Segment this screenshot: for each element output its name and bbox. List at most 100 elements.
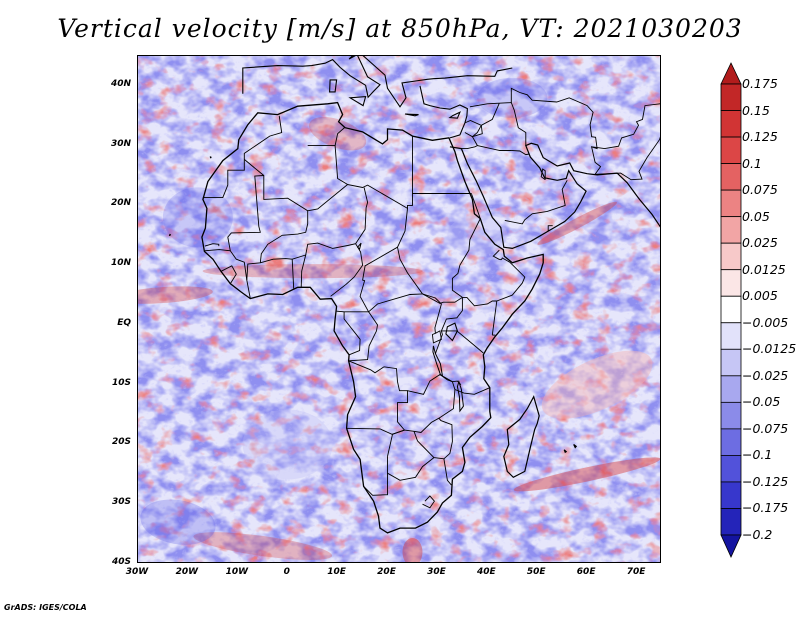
political-border	[454, 387, 490, 395]
colorbar-level-label: 0.005	[742, 288, 778, 304]
colorbar-swatch	[720, 295, 742, 324]
lat-tick-label: 40S	[111, 557, 131, 567]
political-border	[305, 187, 369, 256]
political-border	[330, 243, 364, 297]
island-sicily	[348, 95, 367, 107]
political-border	[243, 115, 283, 160]
political-border	[363, 456, 388, 496]
lat-tick-label: 20N	[110, 198, 131, 209]
political-border	[387, 457, 435, 481]
political-border	[291, 254, 307, 289]
colorbar-level-label: 0.075	[742, 182, 778, 198]
colorbar-level-label: 0.05	[742, 208, 770, 224]
colorbar-level-label: −0.005	[742, 314, 789, 330]
political-border	[359, 246, 423, 313]
colorbar-swatch	[720, 508, 742, 536]
island-reunion	[563, 449, 568, 454]
political-border	[443, 458, 452, 486]
political-border	[202, 159, 245, 199]
colorbar-swatch	[720, 401, 742, 430]
island-cape-verde	[168, 233, 172, 237]
political-border	[595, 136, 660, 181]
lat-tick-label: 30N	[110, 138, 131, 149]
political-border	[204, 249, 248, 281]
political-border	[439, 374, 462, 386]
colorbar-level-label: −0.2	[742, 527, 773, 542]
descent-band	[477, 77, 548, 118]
lon-tick-label: 10E	[327, 567, 346, 577]
colorbar-bottom-triangle	[720, 534, 742, 558]
political-border	[510, 87, 602, 175]
colorbar-level-label: −0.125	[742, 473, 789, 489]
ascent-band	[402, 538, 423, 562]
colorbar-swatch	[720, 163, 742, 191]
political-border	[496, 257, 526, 302]
colorbar-level-label: 0.1	[742, 155, 762, 171]
political-border	[334, 126, 346, 146]
political-border	[307, 145, 348, 185]
political-border	[221, 265, 237, 284]
colorbar	[720, 62, 742, 558]
lat-tick-label: 10S	[111, 377, 131, 388]
political-border	[422, 495, 435, 509]
colorbar-level-label: −0.075	[742, 420, 789, 436]
political-border	[477, 145, 511, 151]
lon-tick-label: 20W	[175, 567, 199, 577]
coastlines-borders	[168, 56, 660, 534]
vertical-velocity-map	[138, 56, 660, 562]
colorbar-level-label: −0.0125	[742, 341, 797, 357]
ascent-bands	[138, 77, 660, 562]
lon-tick-label: 0	[283, 567, 290, 577]
lon-tick-label: 50E	[526, 567, 546, 577]
descent-band	[162, 187, 233, 248]
political-border	[540, 168, 546, 181]
madagascar-coastline	[503, 395, 540, 479]
ascent-band	[537, 201, 617, 245]
colorbar-swatch	[720, 428, 742, 456]
colorbar-level-label: −0.175	[742, 500, 789, 516]
ascent-band	[541, 350, 653, 419]
velocity-field-fine	[138, 56, 660, 562]
colorbar-level-label: −0.05	[742, 394, 781, 410]
colorbar-level-label: −0.1	[742, 447, 773, 463]
lon-tick-label: 40E	[476, 567, 496, 577]
political-border	[481, 103, 500, 126]
lake-malawi	[456, 380, 464, 413]
political-border	[397, 208, 498, 336]
arabia-coastline	[449, 142, 660, 250]
political-border	[591, 102, 660, 150]
lon-tick-label: 60E	[576, 567, 596, 577]
lat-tick-label: 20S	[111, 437, 131, 448]
colorbar-swatch	[720, 110, 742, 138]
lon-tick-label: 30W	[125, 567, 149, 577]
colorbar-level-label: 0.175	[742, 76, 778, 91]
plot-title: Vertical velocity [m/s] at 850hPa, VT: 2…	[57, 14, 743, 43]
europe-coastline	[242, 56, 513, 108]
ascent-band	[193, 532, 333, 560]
island-cyprus	[448, 111, 461, 119]
colorbar-level-label: 0.15	[742, 102, 770, 118]
political-border	[204, 243, 220, 247]
colorbar-swatch	[720, 242, 742, 271]
ascent-band	[513, 457, 660, 492]
island-canary	[209, 156, 212, 159]
political-border	[387, 429, 405, 457]
lon-tick-label: 20E	[377, 567, 396, 577]
colorbar-swatch	[720, 481, 742, 509]
ascent-band	[202, 264, 423, 279]
colorbar-swatch	[720, 348, 742, 377]
political-border	[504, 180, 568, 225]
colorbar-swatch	[720, 136, 742, 164]
descent-band	[140, 499, 216, 545]
colorbar-level-label: 0.125	[742, 129, 778, 145]
political-border	[404, 373, 456, 433]
political-border	[336, 310, 369, 313]
ascent-band	[138, 286, 213, 304]
levant-coastline	[419, 85, 468, 139]
descent-band	[242, 409, 333, 480]
descent-band	[447, 215, 508, 256]
map-panel	[137, 55, 661, 563]
africa-coastline	[201, 101, 544, 534]
political-border	[244, 159, 472, 212]
lake-victoria	[445, 322, 458, 342]
